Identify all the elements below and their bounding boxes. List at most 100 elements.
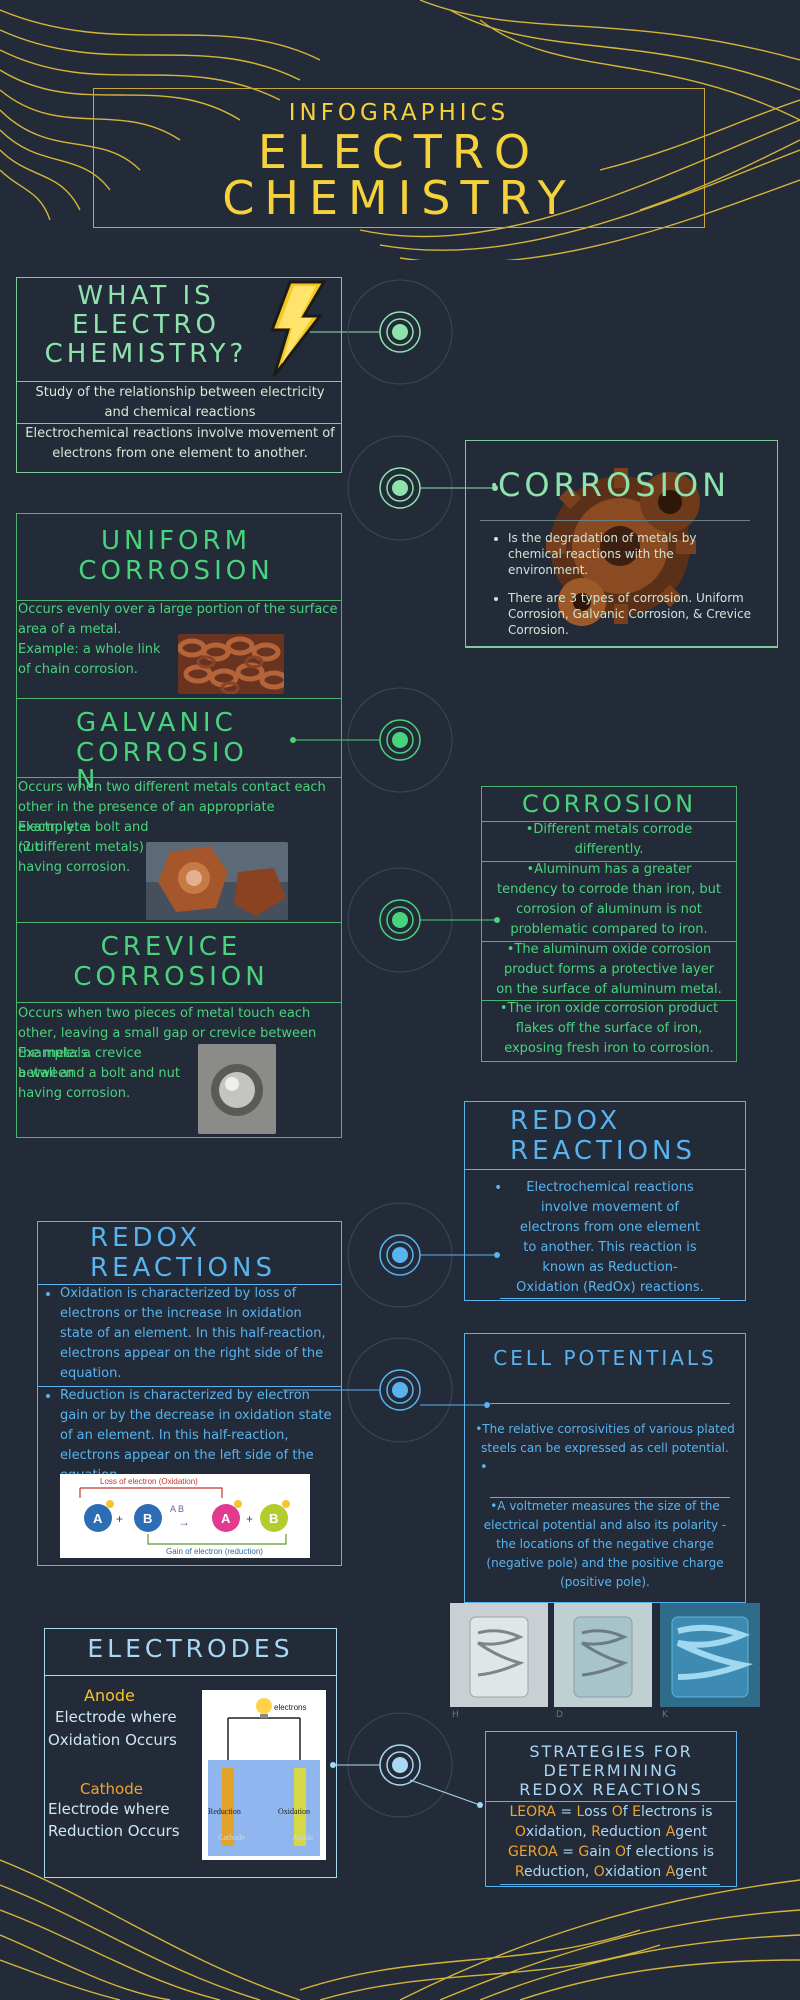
leora-lectrons: lectrons is <box>640 1804 713 1820</box>
what-is-title-line2: ELECTRO <box>72 310 220 340</box>
cell-potentials-title: CELL POTENTIALS <box>493 1346 717 1370</box>
cell-diagram-electrons: electrons <box>274 1703 306 1712</box>
what-is-text-2: Electrochemical reactions involve moveme… <box>25 426 335 461</box>
leora-E: E <box>632 1804 641 1820</box>
crevice-title-line2: CORROSION <box>73 962 269 992</box>
cell-diagram-oxidation: Oxidation <box>278 1807 310 1816</box>
redox-left-bullet-1: Oxidation is characterized by loss of el… <box>60 1284 334 1384</box>
uniform-title-line1: UNIFORM <box>100 526 252 556</box>
rusty-gears-image <box>546 468 700 626</box>
galvanic-example-2: (2 different metals) <box>18 840 145 855</box>
strategies-title-line2: DETERMINING <box>543 1761 679 1780</box>
leora-xidation: xidation, <box>525 1824 592 1840</box>
electrodes-card <box>44 1628 337 1878</box>
geroa-acronym: GEROA <box>507 1844 558 1860</box>
crevice-title-line1: CREVICE <box>100 932 242 962</box>
redox-left-title-line1: REDOX <box>90 1223 202 1253</box>
galvanic-title-line2: CORROSIO <box>76 738 248 768</box>
redox-diagram-plus1: + <box>116 1512 123 1526</box>
redox-diagram-ab: A B <box>170 1504 184 1514</box>
uniform-divider <box>17 600 341 601</box>
corrosion-metals-item-1: •Different metals corrode differently. <box>525 822 693 857</box>
strategies-card <box>485 1731 737 1887</box>
header-kicker: INFOGRAPHICS <box>288 100 510 126</box>
galvanic-text: Occurs when two different metals contact… <box>18 780 326 835</box>
corrosion-metals-item-4: •The iron oxide corrosion product flakes… <box>499 1001 719 1056</box>
header-title-line1: ELECTRO <box>257 125 541 179</box>
corrosion-intro-bullets: Is the degradation of metals by chemical… <box>490 530 752 650</box>
cell-potentials-divider-2 <box>490 1497 730 1498</box>
geroa-gent: gent <box>675 1864 708 1880</box>
strategies-title-line1: STRATEGIES FOR <box>529 1742 693 1761</box>
corrosion-intro-card <box>465 440 778 648</box>
corrosion-metals-divider-2 <box>482 941 736 942</box>
leora-eq: = <box>555 1804 577 1820</box>
crevice-example-3: having corrosion. <box>18 1086 131 1101</box>
corrosion-intro-bullet-dot: • <box>490 478 499 494</box>
leora-R: R <box>591 1824 601 1840</box>
cell-potentials-text-1: •The relative corrosivities of various p… <box>475 1422 735 1455</box>
what-is-title-line3: CHEMISTRY? <box>44 339 248 369</box>
strategies-bottom-line <box>500 1884 720 1885</box>
geroa-eq: = <box>557 1844 579 1860</box>
uniform-example: Example: a whole link of chain corrosion… <box>18 642 161 677</box>
galvanic-example-3: having corrosion. <box>18 860 131 875</box>
electrodes-anode-text-2: Oxidation Occurs <box>48 1731 177 1749</box>
beaker-photos <box>450 1603 760 1707</box>
redox-diagram-b2: B <box>269 1511 278 1526</box>
beaker-label-k: K <box>662 1710 668 1720</box>
cell-potentials-divider <box>490 1403 730 1404</box>
corrosion-intro-bullet-1: Is the degradation of metals by chemical… <box>508 530 752 578</box>
geroa-xidation: xidation <box>604 1864 666 1880</box>
geroa-A: A <box>665 1864 676 1880</box>
leora-f: f <box>622 1804 633 1820</box>
wave-decoration-top <box>0 0 800 260</box>
galvanic-title-line3: N <box>76 765 100 795</box>
cell-potentials-text-2: •A voltmeter measures the size of the el… <box>483 1499 727 1589</box>
geroa-f: f elections is <box>626 1844 715 1860</box>
rusty-chain-image <box>178 634 284 694</box>
corrosion-intro-divider <box>480 520 750 521</box>
crevice-text: Occurs when two pieces of metal touch ea… <box>18 1006 317 1061</box>
corrosion-metals-title: CORROSION <box>521 790 697 818</box>
electrodes-anode-label: Anode <box>84 1686 135 1705</box>
leora-oss: oss <box>584 1804 612 1820</box>
geroa-G: G <box>578 1844 590 1860</box>
geroa-R: R <box>514 1864 524 1880</box>
leora-eduction: eduction <box>600 1824 666 1840</box>
electrodes-anode-text-1: Electrode where <box>55 1708 177 1726</box>
redox-right-bottom <box>500 1298 720 1299</box>
strategies-geroa: GEROA = Gain Of elections is Reduction, … <box>485 1842 737 1882</box>
leora-L: L <box>576 1804 585 1820</box>
geroa-eduction: eduction, <box>523 1864 594 1880</box>
corrosion-types-card <box>16 513 342 1138</box>
redox-right-divider <box>465 1169 745 1170</box>
crevice-bolt-image <box>198 1044 276 1134</box>
galvanic-example-1: Example: a bolt and nut <box>18 820 149 855</box>
corrosion-metals-divider-3 <box>482 1000 736 1001</box>
electrodes-cathode-text-1: Electrode where <box>48 1800 170 1818</box>
crevice-example-1: Example: a crevice between <box>18 1046 142 1081</box>
galvanic-top-divider <box>17 698 341 699</box>
what-is-divider-1 <box>17 381 341 382</box>
corrosion-metals-card <box>481 786 737 1062</box>
redox-diagram-top-label: Loss of electron (Oxidation) <box>100 1477 198 1486</box>
uniform-title-line2: CORROSION <box>78 556 274 586</box>
header-title-line2: CHEMISTRY <box>222 171 576 225</box>
redox-left-mid-divider <box>38 1386 341 1387</box>
leora-acronym: LEORA <box>509 1804 556 1820</box>
rusty-bolt-nut-image <box>146 842 288 920</box>
redox-left-card <box>37 1221 342 1566</box>
electrodes-cathode-text-2: Reduction Occurs <box>48 1822 180 1840</box>
cell-potentials-bullet-dot: • <box>480 1460 488 1475</box>
redox-left-bullets: Oxidation is characterized by loss of el… <box>42 1284 334 1486</box>
redox-right-title-line1: REDOX <box>510 1106 622 1136</box>
redox-electron-transfer-diagram: Loss of electron (Oxidation) A + B A B →… <box>60 1474 310 1558</box>
header-frame <box>93 88 705 228</box>
electrolytic-cell-diagram: electrons Reduction Oxidation Cathode An… <box>202 1690 326 1860</box>
redox-left-divider <box>38 1284 341 1285</box>
corrosion-intro-title: CORROSION <box>498 466 731 504</box>
redox-right-bullet-dot: • <box>494 1180 503 1196</box>
leora-gent: gent <box>675 1824 708 1840</box>
